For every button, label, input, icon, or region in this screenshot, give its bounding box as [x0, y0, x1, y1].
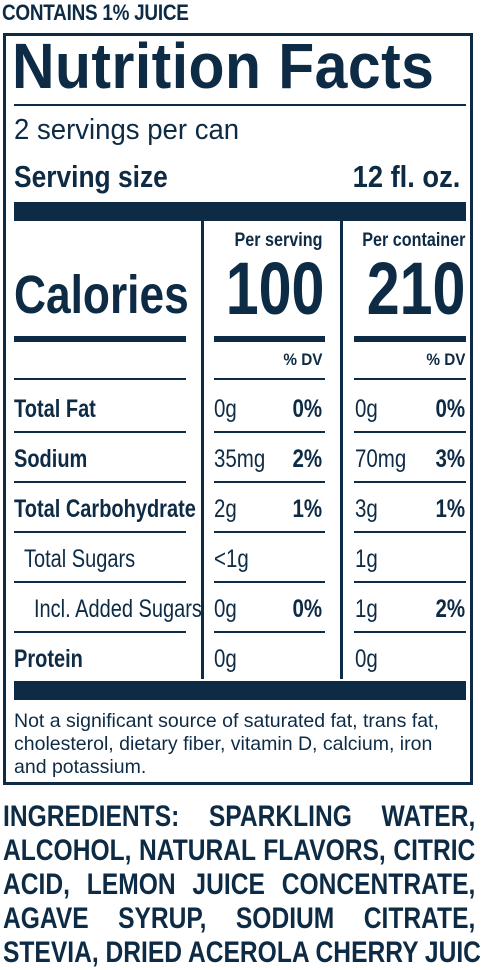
footnote: Not a significant source of saturated fa… [14, 710, 439, 778]
calories-rule-mid [214, 336, 325, 342]
nutrient-label-protein: Protein [14, 645, 83, 673]
container-amount-total-fat: 0g [355, 395, 378, 423]
container-amount-added-sugars: 1g [355, 595, 378, 623]
serving-amount-protein: 0g [214, 645, 237, 673]
row-divider [14, 631, 186, 633]
thick-rule-bottom [14, 681, 466, 700]
calories-per-serving: 100 [225, 247, 324, 330]
serving-size-label: Serving size [14, 159, 168, 194]
row-divider [354, 481, 466, 483]
ingredients-line: ACID, LEMON JUICE CONCENTRATE, [3, 868, 476, 901]
servings-per-container: 2 servings per can [14, 114, 240, 146]
nutrient-label-sodium: Sodium [14, 445, 88, 473]
serving-dv-sodium: 2% [292, 445, 322, 473]
serving-dv-total-fat: 0% [292, 395, 322, 423]
container-dv-total-fat: 0% [435, 395, 465, 423]
row-divider [354, 581, 466, 583]
ingredients-line: INGREDIENTS: SPARKLING WATER, [3, 800, 476, 833]
calories-label: Calories [14, 265, 189, 325]
ingredients-line: ALCOHOL, NATURAL FLAVORS, CITRIC [3, 834, 476, 867]
row-divider [354, 378, 466, 380]
ingredients-statement: INGREDIENTS: SPARKLING WATER, ALCOHOL, N… [3, 800, 482, 970]
container-amount-sodium: 70mg [355, 445, 407, 473]
row-divider [214, 431, 325, 433]
serving-amount-added-sugars: 0g [214, 595, 237, 623]
row-divider [354, 631, 466, 633]
serving-amount-total-sugars: <1g [214, 545, 249, 573]
nutrient-label-total-sugars: Total Sugars [24, 545, 136, 573]
nutrition-facts-panel [3, 33, 473, 785]
serving-amount-total-fat: 0g [214, 395, 237, 423]
ingredients-line: AGAVE SYRUP, SODIUM CITRATE, [3, 902, 476, 935]
calories-rule-left [14, 336, 186, 342]
row-divider [214, 481, 325, 483]
row-divider [14, 378, 186, 380]
nutrient-label-total-carbohydrate: Total Carbohydrate [14, 495, 196, 523]
nutrition-facts-title: Nutrition Facts [12, 30, 435, 102]
container-dv-total-carbohydrate: 1% [435, 495, 465, 523]
juice-content-claim: CONTAINS 1% JUICE [2, 0, 189, 25]
serving-amount-sodium: 35mg [214, 445, 266, 473]
container-dv-added-sugars: 2% [435, 595, 465, 623]
row-divider [214, 581, 325, 583]
ingredients-line: STEVIA, DRIED ACEROLA CHERRY JUICE. [3, 936, 482, 969]
container-amount-total-carbohydrate: 3g [355, 495, 378, 523]
serving-dv-total-carbohydrate: 1% [292, 495, 322, 523]
row-divider [214, 631, 325, 633]
dv-header-container: % DV [425, 350, 465, 369]
row-divider [214, 378, 325, 380]
container-dv-sodium: 3% [435, 445, 465, 473]
per-container-header: Per container [361, 230, 465, 251]
title-rule [14, 104, 466, 106]
nutrient-label-total-fat: Total Fat [14, 395, 96, 423]
column-divider-1 [201, 221, 204, 679]
row-divider [14, 531, 186, 533]
calories-per-container: 210 [366, 247, 465, 330]
row-divider [14, 581, 186, 583]
serving-amount-total-carbohydrate: 2g [214, 495, 237, 523]
row-divider [354, 431, 466, 433]
row-divider [214, 531, 325, 533]
column-divider-2 [340, 221, 343, 679]
calories-rule-right [354, 336, 466, 342]
row-divider [354, 531, 466, 533]
row-divider [14, 431, 186, 433]
serving-size-value: 12 fl. oz. [352, 159, 460, 194]
per-serving-header: Per serving [234, 230, 322, 251]
serving-dv-added-sugars: 0% [292, 595, 322, 623]
nutrient-label-added-sugars: Incl. Added Sugars [34, 595, 202, 623]
dv-header-serving: % DV [282, 350, 322, 369]
container-amount-protein: 0g [355, 645, 378, 673]
container-amount-total-sugars: 1g [355, 545, 378, 573]
row-divider [14, 481, 186, 483]
thick-rule-top [14, 202, 466, 221]
